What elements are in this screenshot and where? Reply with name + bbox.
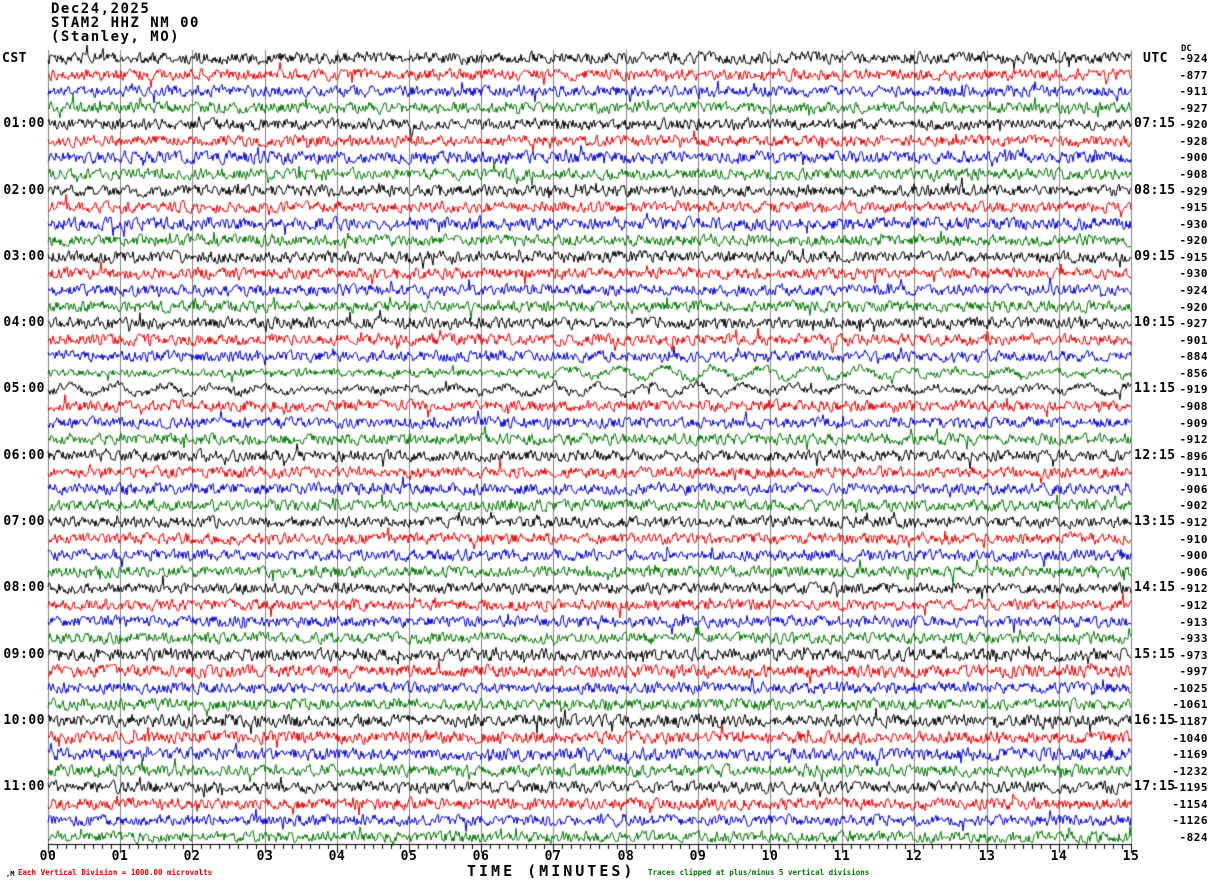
dc-value: -900 (1179, 151, 1208, 164)
dc-value: -913 (1179, 616, 1208, 629)
x-tick-label: 06 (472, 849, 490, 864)
dc-value: -920 (1179, 301, 1208, 314)
utc-time-label: 14:15 (1134, 580, 1176, 595)
dc-value: -910 (1179, 533, 1208, 546)
dc-value: -1040 (1172, 732, 1208, 745)
dc-value: -933 (1179, 632, 1208, 645)
dc-value: -924 (1179, 284, 1208, 297)
x-tick-label: 08 (617, 849, 635, 864)
station-location: (Stanley, MO) (51, 29, 181, 45)
x-tick-label: 13 (978, 849, 996, 864)
utc-time-label: 13:15 (1134, 514, 1176, 529)
dc-value: -911 (1179, 85, 1208, 98)
dc-value: -928 (1179, 135, 1208, 148)
utc-time-label: 11:15 (1134, 381, 1176, 396)
dc-value: -929 (1179, 185, 1208, 198)
utc-time-label: 08:15 (1134, 183, 1176, 198)
x-tick-label: 09 (689, 849, 707, 864)
dc-value: -924 (1179, 52, 1208, 65)
x-tick-label: 05 (400, 849, 418, 864)
x-tick-label: 03 (256, 849, 274, 864)
cst-time-label: 02:00 (3, 183, 45, 198)
x-tick-label: 12 (905, 849, 923, 864)
dc-value: -1061 (1172, 698, 1208, 711)
x-tick-label: 04 (328, 849, 346, 864)
dc-value: -824 (1179, 831, 1208, 844)
dc-value: -909 (1179, 417, 1208, 430)
x-tick-label: 15 (1122, 849, 1140, 864)
utc-time-label: 16:15 (1134, 713, 1176, 728)
dc-value: -1154 (1172, 798, 1208, 811)
dc-value: -912 (1179, 433, 1208, 446)
utc-time-label: 10:15 (1134, 315, 1176, 330)
dc-value: -927 (1179, 317, 1208, 330)
plot-date: Dec24,2025 (51, 1, 151, 17)
utc-time-label: 15:15 (1134, 647, 1176, 662)
x-tick-label: 11 (833, 849, 851, 864)
dc-value: -906 (1179, 566, 1208, 579)
dc-value: -908 (1179, 400, 1208, 413)
cst-time-label: 06:00 (3, 448, 45, 463)
dc-value: -973 (1179, 649, 1208, 662)
cst-time-label: 01:00 (3, 116, 45, 131)
dc-value: -927 (1179, 102, 1208, 115)
dc-value: -906 (1179, 483, 1208, 496)
x-tick-label: 02 (183, 849, 201, 864)
dc-value: -901 (1179, 334, 1208, 347)
cst-time-label: 05:00 (3, 381, 45, 396)
dc-value: -1232 (1172, 765, 1208, 778)
station-id: STAM2 HHZ NM 00 (51, 15, 200, 31)
utc-time-label: 09:15 (1134, 249, 1176, 264)
cst-time-label: 08:00 (3, 580, 45, 595)
dc-value: -1195 (1172, 781, 1208, 794)
utc-time-label: 07:15 (1134, 116, 1176, 131)
scale-note: Each Vertical Division = 1000.00 microvo… (18, 868, 213, 877)
clip-note: Traces clipped at plus/minus 5 vertical … (648, 868, 870, 877)
dc-value: -915 (1179, 251, 1208, 264)
dc-value: -908 (1179, 168, 1208, 181)
cst-time-label: 04:00 (3, 315, 45, 330)
x-tick-label: 14 (1050, 849, 1068, 864)
x-tick-label: 00 (39, 849, 57, 864)
x-tick-label: 10 (761, 849, 779, 864)
dc-value: -997 (1179, 665, 1208, 678)
dc-value: -930 (1179, 218, 1208, 231)
cst-time-label: 10:00 (3, 713, 45, 728)
cst-time-label: 03:00 (3, 249, 45, 264)
dc-value: -1025 (1172, 682, 1208, 695)
x-axis-title: TIME (MINUTES) (467, 862, 636, 880)
watermark-mark: ,M (6, 870, 15, 878)
dc-value: -912 (1179, 599, 1208, 612)
dc-value: -1126 (1172, 814, 1208, 827)
dc-value: -884 (1179, 350, 1208, 363)
dc-value: -915 (1179, 201, 1208, 214)
dc-value: -920 (1179, 118, 1208, 131)
dc-value: -902 (1179, 499, 1208, 512)
dc-value: -1169 (1172, 748, 1208, 761)
dc-value: -900 (1179, 549, 1208, 562)
utc-time-label: 12:15 (1134, 448, 1176, 463)
dc-value: -912 (1179, 516, 1208, 529)
dc-value: -912 (1179, 582, 1208, 595)
dc-value: -920 (1179, 234, 1208, 247)
x-tick-label: 07 (544, 849, 562, 864)
left-timezone-label: CST (2, 51, 27, 66)
right-timezone-label: UTC (1143, 51, 1168, 66)
dc-column-label: DC (1181, 44, 1192, 54)
dc-value: -856 (1179, 367, 1208, 380)
cst-time-label: 09:00 (3, 647, 45, 662)
dc-value: -877 (1179, 69, 1208, 82)
plot-header: Dec24,2025 STAM2 HHZ NM 00 (Stanley, MO) (51, 2, 200, 44)
dc-value: -919 (1179, 383, 1208, 396)
dc-value: -1187 (1172, 715, 1208, 728)
dc-value: -896 (1179, 450, 1208, 463)
dc-value: -930 (1179, 267, 1208, 280)
x-tick-label: 01 (111, 849, 129, 864)
utc-time-label: 17:15 (1134, 779, 1176, 794)
cst-time-label: 11:00 (3, 779, 45, 794)
cst-time-label: 07:00 (3, 514, 45, 529)
dc-value: -911 (1179, 466, 1208, 479)
